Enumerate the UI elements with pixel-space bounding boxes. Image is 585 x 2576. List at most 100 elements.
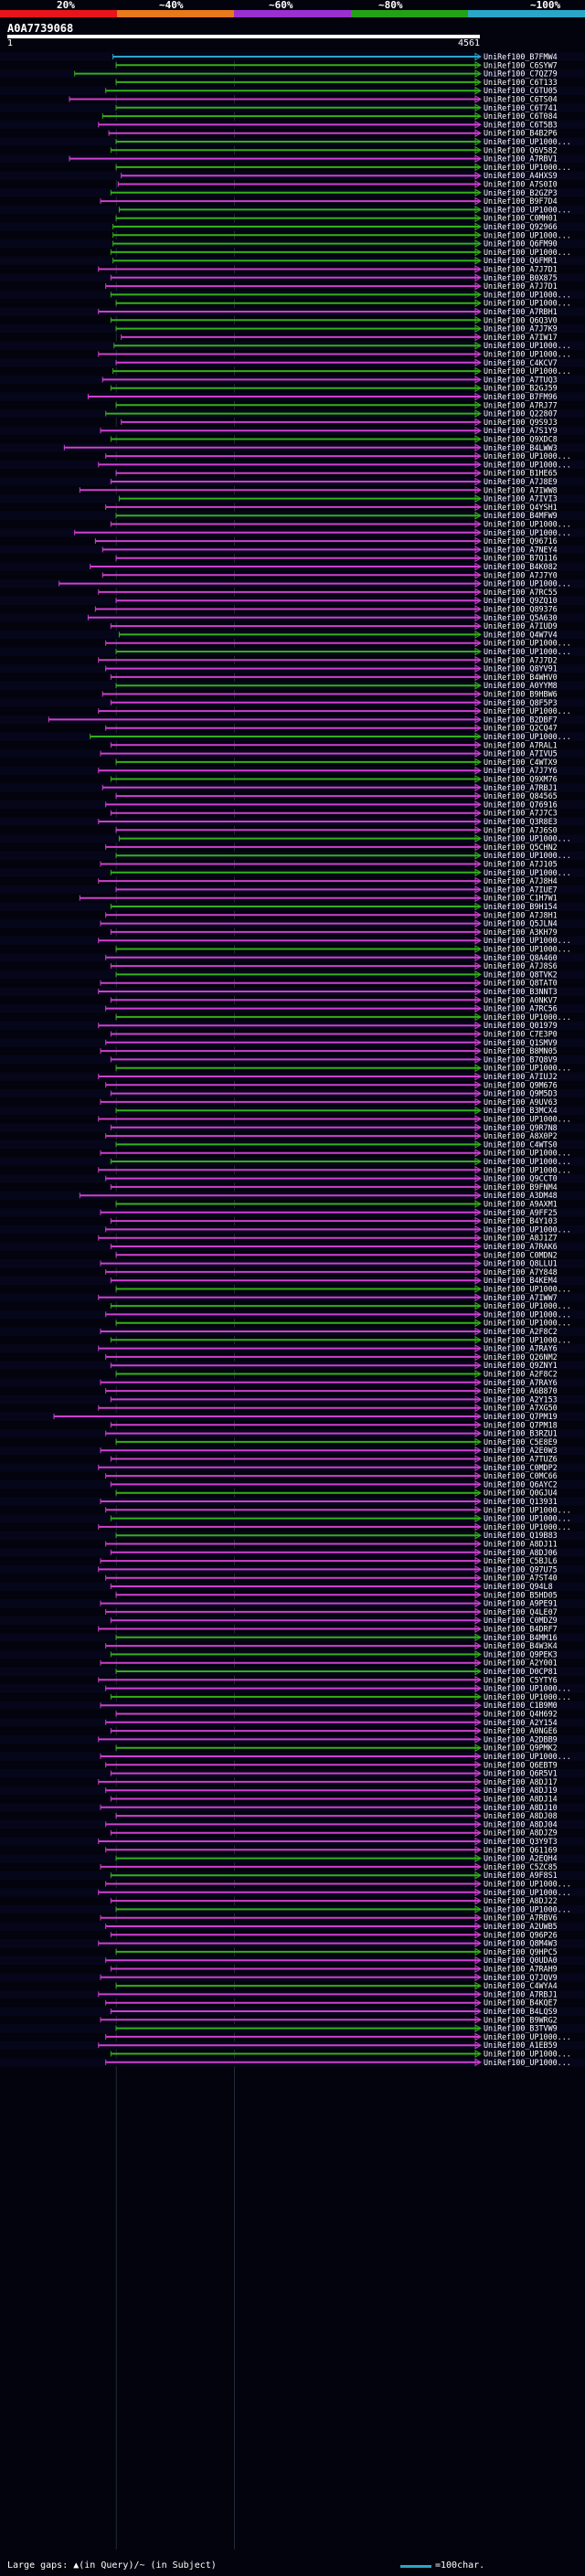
hit-label[interactable]: UniRef100_A7RC55 (484, 588, 558, 597)
hit-label[interactable]: UniRef100_Q4W7V4 (484, 630, 558, 639)
hit-label[interactable]: UniRef100_B4MFW9 (484, 511, 558, 520)
hit-label[interactable]: UniRef100_A2UWB5 (484, 1922, 558, 1931)
hit-label[interactable]: UniRef100_A7NEY4 (484, 545, 558, 554)
hit-label[interactable]: UniRef100_A2Y153 (484, 1394, 558, 1404)
hit-label[interactable]: UniRef100_Q97U75 (484, 1564, 558, 1574)
hit-label[interactable]: UniRef100_A8DJ10 (484, 1803, 558, 1812)
hit-label[interactable]: UniRef100_Q9M676 (484, 1080, 558, 1089)
hit-label[interactable]: UniRef100_A7RBH1 (484, 307, 558, 316)
hit-label[interactable]: UniRef100_C6T741 (484, 103, 558, 112)
hit-label[interactable]: UniRef100_B4DRF7 (484, 1625, 558, 1634)
hit-label[interactable]: UniRef100_UP1000... (484, 1684, 571, 1693)
hit-label[interactable]: UniRef100_Q9M5D3 (484, 1089, 558, 1098)
hit-label[interactable]: UniRef100_A8DJ19 (484, 1786, 558, 1795)
hit-label[interactable]: UniRef100_A7RBV1 (484, 154, 558, 164)
hit-label[interactable]: UniRef100_A8DJ04 (484, 1819, 558, 1829)
hit-label[interactable]: UniRef100_C6T5B3 (484, 120, 558, 129)
hit-label[interactable]: UniRef100_C0MDN2 (484, 1250, 558, 1259)
hit-label[interactable]: UniRef100_A7J7Y6 (484, 766, 558, 775)
hit-label[interactable]: UniRef100_UP1000... (484, 299, 571, 308)
hit-label[interactable]: UniRef100_A7IWW8 (484, 485, 558, 494)
hit-label[interactable]: UniRef100_B9HBW6 (484, 690, 558, 699)
hit-label[interactable]: UniRef100_Q96716 (484, 536, 558, 546)
hit-label[interactable]: UniRef100_C5E8E9 (484, 1437, 558, 1447)
hit-label[interactable]: UniRef100_B8MN05 (484, 1046, 558, 1055)
hit-label[interactable]: UniRef100_B4MM16 (484, 1633, 558, 1642)
hit-label[interactable]: UniRef100_C5BJL6 (484, 1556, 558, 1565)
hit-label[interactable]: UniRef100_Q5CHN2 (484, 843, 558, 852)
hit-label[interactable]: UniRef100_B2GJ59 (484, 384, 558, 393)
hit-label[interactable]: UniRef100_A8DJ14 (484, 1795, 558, 1804)
hit-label[interactable]: UniRef100_A7TUZ6 (484, 1455, 558, 1464)
hit-label[interactable]: UniRef100_B7FM96 (484, 392, 558, 401)
hit-label[interactable]: UniRef100_A8DJ11 (484, 1540, 558, 1549)
hit-label[interactable]: UniRef100_C4WTX9 (484, 758, 558, 767)
hit-label[interactable]: UniRef100_C1H7W1 (484, 894, 558, 903)
hit-label[interactable]: UniRef100_Q0GJU4 (484, 1489, 558, 1498)
hit-label[interactable]: UniRef100_D0CP81 (484, 1667, 558, 1676)
hit-label[interactable]: UniRef100_Q9S9J3 (484, 418, 558, 427)
hit-label[interactable]: UniRef100_UP1000... (484, 579, 571, 588)
hit-label[interactable]: UniRef100_Q9CCT0 (484, 1174, 558, 1183)
hit-label[interactable]: UniRef100_A8DJZ9 (484, 1829, 558, 1838)
hit-label[interactable]: UniRef100_A7J7Y0 (484, 570, 558, 579)
hit-label[interactable]: UniRef100_UP1000... (484, 163, 571, 172)
hit-label[interactable]: UniRef100_A7J7D1 (484, 265, 558, 274)
hit-label[interactable]: UniRef100_UP1000... (484, 1880, 571, 1889)
hit-label[interactable]: UniRef100_Q5JLN4 (484, 919, 558, 928)
hit-label[interactable]: UniRef100_B1HE65 (484, 469, 558, 478)
hit-label[interactable]: UniRef100_C0MH01 (484, 214, 558, 223)
hit-label[interactable]: UniRef100_UP1000... (484, 350, 571, 359)
hit-label[interactable]: UniRef100_Q9ZQ10 (484, 596, 558, 605)
hit-label[interactable]: UniRef100_A7IVU5 (484, 749, 558, 758)
hit-label[interactable]: UniRef100_A8X0P2 (484, 1131, 558, 1140)
hit-label[interactable]: UniRef100_UP1000... (484, 205, 571, 214)
hit-label[interactable]: UniRef100_A7J7C3 (484, 809, 558, 818)
hit-label[interactable]: UniRef100_B3NNT3 (484, 987, 558, 996)
hit-label[interactable]: UniRef100_Q84565 (484, 791, 558, 800)
hit-label[interactable]: UniRef100_C6TU05 (484, 86, 558, 95)
hit-label[interactable]: UniRef100_C7E3P0 (484, 1030, 558, 1039)
hit-label[interactable]: UniRef100_A0NKV7 (484, 995, 558, 1004)
hit-label[interactable]: UniRef100_A7IUE7 (484, 885, 558, 894)
hit-label[interactable]: UniRef100_C6T133 (484, 78, 558, 87)
hit-label[interactable]: UniRef100_A6B870 (484, 1386, 558, 1395)
hit-label[interactable]: UniRef100_A7ST40 (484, 1574, 558, 1583)
hit-label[interactable]: UniRef100_A2Y154 (484, 1718, 558, 1727)
hit-label[interactable]: UniRef100_B3RZU1 (484, 1429, 558, 1438)
hit-label[interactable]: UniRef100_Q6EBT9 (484, 1760, 558, 1769)
hit-label[interactable]: UniRef100_A7IWW7 (484, 1293, 558, 1302)
hit-label[interactable]: UniRef100_A7TUQ3 (484, 375, 558, 384)
hit-label[interactable]: UniRef100_Q13931 (484, 1497, 558, 1506)
hit-label[interactable]: UniRef100_Q7JQV9 (484, 1973, 558, 1982)
hit-label[interactable]: UniRef100_A1EB59 (484, 2041, 558, 2050)
hit-label[interactable]: UniRef100_UP1000... (484, 1319, 571, 1328)
hit-label[interactable]: UniRef100_Q8A460 (484, 953, 558, 962)
hit-label[interactable]: UniRef100_A7J6S0 (484, 825, 558, 834)
hit-label[interactable]: UniRef100_C4WYA4 (484, 1981, 558, 1990)
hit-label[interactable]: UniRef100_A7Y848 (484, 1267, 558, 1277)
hit-label[interactable]: UniRef100_UP1000... (484, 647, 571, 656)
hit-label[interactable]: UniRef100_A7RAL1 (484, 740, 558, 749)
hit-label[interactable]: UniRef100_UP1000... (484, 732, 571, 741)
hit-label[interactable]: UniRef100_Q6AYC2 (484, 1479, 558, 1489)
hit-label[interactable]: UniRef100_C5YTY6 (484, 1675, 558, 1684)
hit-label[interactable]: UniRef100_B4WHV0 (484, 673, 558, 682)
hit-label[interactable]: UniRef100_B3MCX4 (484, 1106, 558, 1115)
hit-label[interactable]: UniRef100_Q7PM19 (484, 1412, 558, 1421)
hit-label[interactable]: UniRef100_C4WTS0 (484, 1140, 558, 1149)
hit-label[interactable]: UniRef100_C6T084 (484, 111, 558, 121)
hit-label[interactable]: UniRef100_Q4H692 (484, 1710, 558, 1719)
hit-label[interactable]: UniRef100_Q76916 (484, 800, 558, 809)
hit-label[interactable]: UniRef100_Q9PMK2 (484, 1744, 558, 1753)
hit-label[interactable]: UniRef100_A7RAY6 (484, 1378, 558, 1387)
hit-label[interactable]: UniRef100_A2F8C2 (484, 1327, 558, 1336)
hit-label[interactable]: UniRef100_B0X875 (484, 273, 558, 282)
hit-label[interactable]: UniRef100_C0MDZ9 (484, 1616, 558, 1625)
hit-label[interactable]: UniRef100_Q6V582 (484, 145, 558, 154)
hit-label[interactable]: UniRef100_UP1000... (484, 137, 571, 146)
hit-label[interactable]: UniRef100_UP1000... (484, 1514, 571, 1523)
hit-label[interactable]: UniRef100_Q9XDC8 (484, 435, 558, 444)
hit-label[interactable]: UniRef100_B9F7D4 (484, 196, 558, 206)
hit-label[interactable]: UniRef100_B7Q116 (484, 554, 558, 563)
